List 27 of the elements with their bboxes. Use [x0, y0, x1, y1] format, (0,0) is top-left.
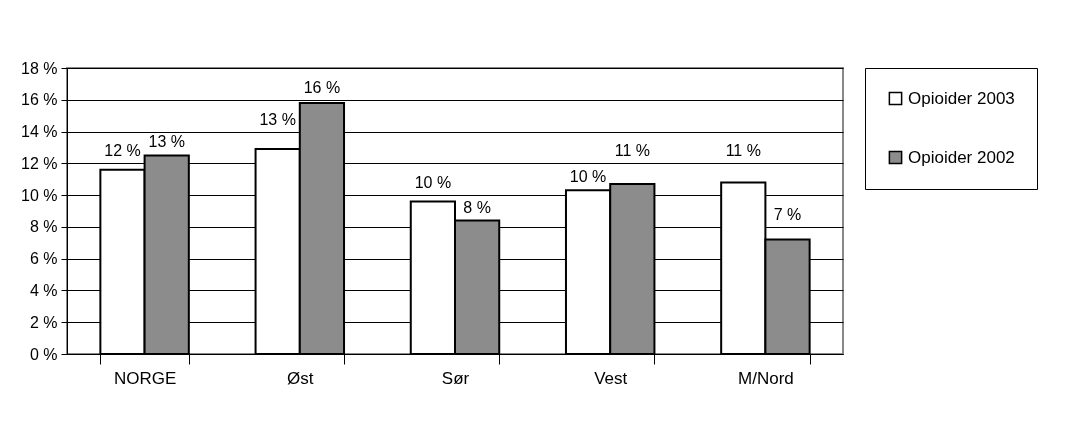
- y-tick-label: 6 %: [29, 250, 58, 268]
- y-tick-label: 18 %: [21, 59, 58, 77]
- y-tick-label: 4 %: [29, 281, 58, 299]
- x-tick-label: NORGE: [113, 368, 177, 388]
- y-tick-label: 8 %: [29, 218, 58, 236]
- data-label: 11 %: [614, 142, 650, 160]
- x-tick-label: Vest: [594, 368, 628, 388]
- data-label: 7 %: [773, 205, 802, 223]
- legend-label: Opioider 2002: [908, 147, 1015, 167]
- y-tick-label: 12 %: [21, 154, 58, 172]
- data-label: 8 %: [463, 198, 491, 216]
- x-tick-label: Sør: [441, 368, 470, 388]
- y-tick-label: 0 %: [29, 345, 58, 363]
- data-label: 10 %: [569, 168, 607, 186]
- x-tick-label: M/Nord: [738, 368, 794, 388]
- y-tick-label: 16 %: [21, 91, 58, 109]
- data-label: 13 %: [148, 133, 185, 151]
- data-label: 13 %: [259, 110, 296, 128]
- y-tick-label: 10 %: [21, 186, 58, 204]
- y-tick-label: 14 %: [21, 123, 58, 141]
- data-label: 11 %: [725, 142, 761, 160]
- data-label: 16 %: [303, 78, 341, 96]
- legend-label: Opioider 2003: [908, 88, 1015, 108]
- data-label: 12 %: [104, 142, 141, 160]
- x-tick-label: Øst: [287, 368, 314, 388]
- y-tick-label: 2 %: [29, 313, 58, 331]
- data-label: 10 %: [414, 174, 452, 192]
